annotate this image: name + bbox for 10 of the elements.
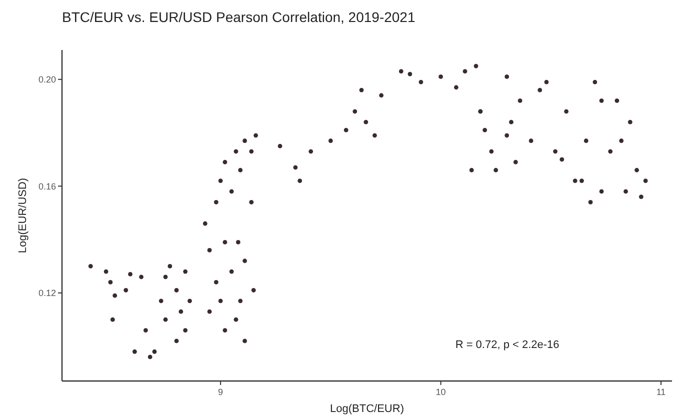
y-tick-label: 0.16 xyxy=(38,181,56,192)
chart-title: BTC/EUR vs. EUR/USD Pearson Correlation, 2019-2021 xyxy=(62,9,416,25)
y-tick-label: 0.20 xyxy=(38,74,56,85)
annotation: R = 0.72, p < 2.2e-16 xyxy=(455,338,560,351)
y-axis-title: Log(EUR/USD) xyxy=(17,178,29,254)
x-tick-label: 10 xyxy=(436,387,446,397)
y-tick-label: 0.12 xyxy=(38,288,56,298)
x-tick-label: 9 xyxy=(218,387,224,397)
x-tick-label: 11 xyxy=(656,387,666,397)
x-axis-title: Log(BTC/EUR) xyxy=(330,403,404,415)
